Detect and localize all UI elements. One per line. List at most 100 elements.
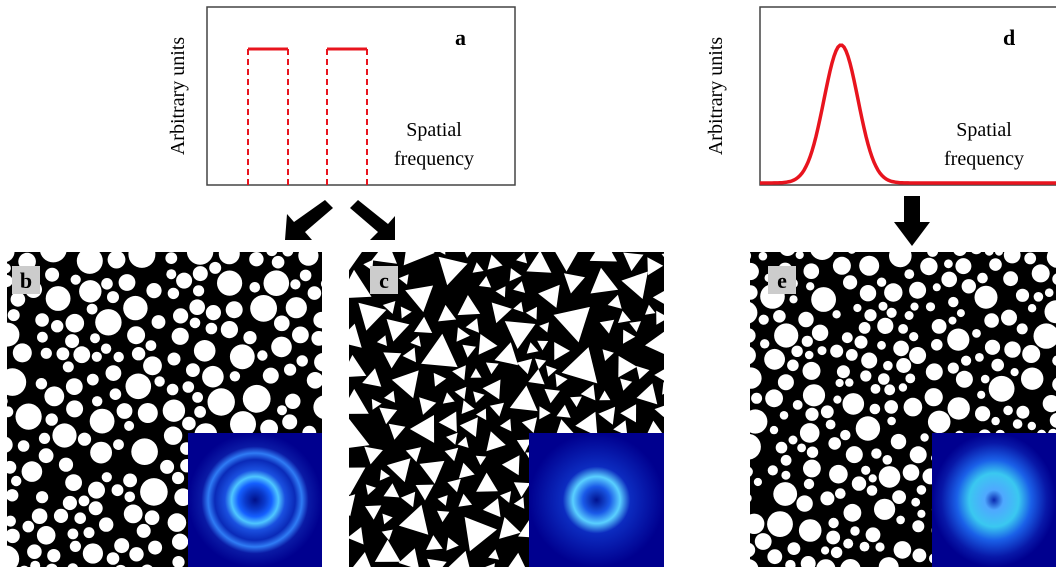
particle xyxy=(909,332,918,341)
particle xyxy=(891,434,906,449)
particle xyxy=(63,361,74,372)
particle xyxy=(66,314,85,333)
particle xyxy=(781,471,790,480)
particle xyxy=(957,309,965,317)
particle xyxy=(833,396,841,404)
particle xyxy=(956,371,973,388)
particle xyxy=(5,516,16,527)
particle xyxy=(1003,271,1018,286)
particle xyxy=(743,285,757,299)
particle xyxy=(804,479,814,489)
particle xyxy=(860,542,870,552)
particle xyxy=(933,283,941,291)
particle xyxy=(51,320,63,332)
particle xyxy=(140,478,168,506)
particle xyxy=(172,534,188,550)
particle xyxy=(932,319,947,334)
particle xyxy=(874,499,895,520)
particle xyxy=(904,269,914,279)
particle xyxy=(107,291,119,303)
particle xyxy=(250,295,277,322)
particle xyxy=(79,496,90,507)
particle xyxy=(926,363,943,380)
particle xyxy=(879,466,901,488)
particle xyxy=(889,245,912,268)
particle xyxy=(975,406,990,421)
particle xyxy=(284,364,296,376)
particle xyxy=(77,248,103,274)
particle xyxy=(877,278,886,287)
particle xyxy=(925,388,943,406)
particle xyxy=(953,242,967,256)
particle xyxy=(124,505,143,524)
particle xyxy=(767,549,782,564)
particle xyxy=(146,340,157,351)
particle xyxy=(292,327,309,344)
particle xyxy=(143,356,162,375)
particle xyxy=(590,238,617,262)
particle xyxy=(243,331,256,344)
particle xyxy=(189,299,205,315)
particle xyxy=(300,270,312,282)
particle xyxy=(805,351,814,360)
particle xyxy=(63,496,77,510)
particle xyxy=(163,400,185,422)
particle xyxy=(947,329,969,351)
particle xyxy=(54,509,68,523)
particle xyxy=(88,482,105,499)
particle xyxy=(148,541,162,555)
particle xyxy=(107,552,120,565)
particle xyxy=(744,514,764,534)
particle xyxy=(848,246,856,254)
particle xyxy=(8,309,20,321)
particle xyxy=(73,346,90,363)
particle xyxy=(955,258,971,274)
particle xyxy=(66,400,83,417)
particle xyxy=(125,492,136,503)
particle xyxy=(1004,341,1020,357)
panel-label: b xyxy=(20,268,32,293)
particle xyxy=(27,544,42,559)
particle xyxy=(869,474,877,482)
particle xyxy=(751,393,762,404)
particle xyxy=(735,434,761,460)
particle xyxy=(1003,406,1013,416)
particle xyxy=(193,266,208,281)
particle xyxy=(773,310,786,323)
particle xyxy=(128,241,155,268)
particle xyxy=(290,279,300,289)
particle xyxy=(975,353,984,362)
particle xyxy=(905,374,915,384)
particle xyxy=(263,368,279,384)
particle xyxy=(859,256,879,276)
particle xyxy=(65,334,79,348)
particle xyxy=(780,411,789,420)
arrow xyxy=(285,200,333,240)
particle xyxy=(840,430,850,440)
particle xyxy=(11,292,26,307)
particle xyxy=(833,257,851,275)
particle xyxy=(266,245,277,256)
particle xyxy=(165,252,177,264)
particle xyxy=(910,446,927,463)
particle xyxy=(183,381,195,393)
particle xyxy=(870,404,881,415)
particle xyxy=(89,501,103,515)
particle xyxy=(759,315,769,325)
particle xyxy=(904,398,923,417)
particle xyxy=(879,302,888,311)
particle xyxy=(883,455,893,465)
particle xyxy=(137,524,151,538)
particle xyxy=(167,384,179,396)
particle xyxy=(66,378,83,395)
particle xyxy=(112,484,124,496)
particle xyxy=(912,520,924,532)
particle xyxy=(828,518,838,528)
particle xyxy=(192,392,203,403)
particle xyxy=(37,332,48,343)
particle xyxy=(818,346,827,355)
particle xyxy=(87,304,98,315)
panel-a: Arbitrary units a Spatial frequency xyxy=(167,7,515,185)
particle xyxy=(194,406,206,418)
particle xyxy=(845,378,853,386)
